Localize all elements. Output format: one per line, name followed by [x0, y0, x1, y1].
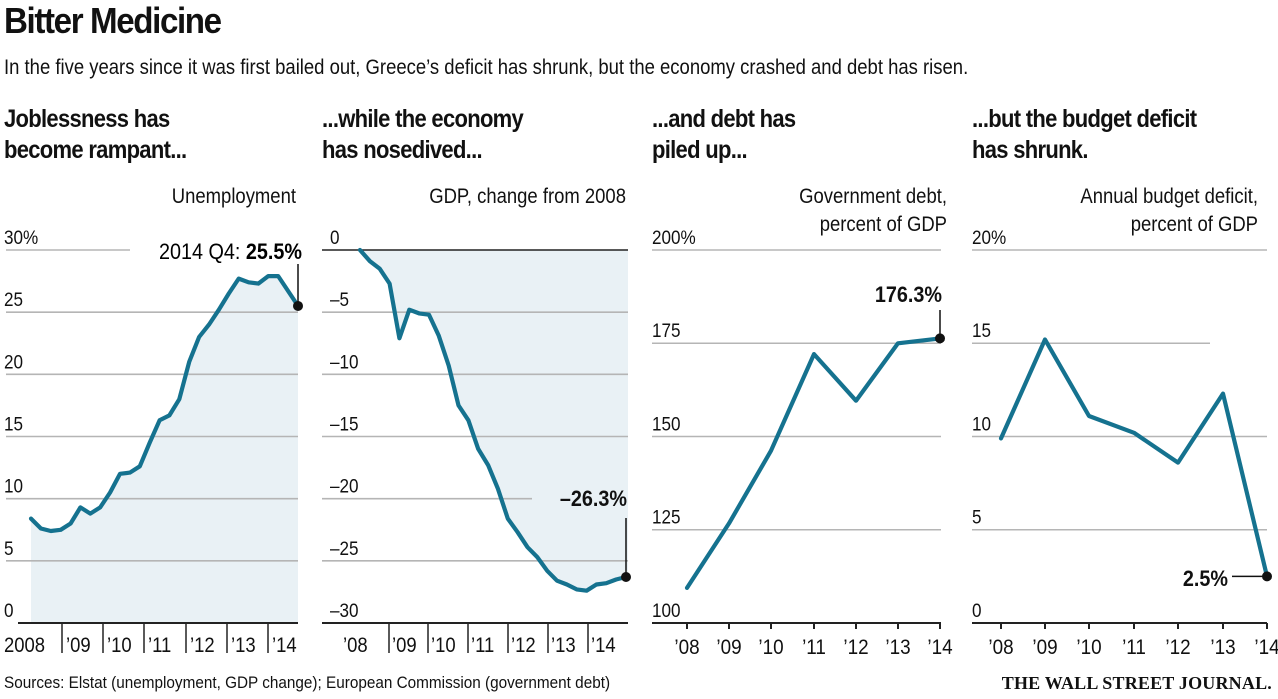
x-tick-label: ’13	[231, 634, 256, 657]
x-tick-label: ’14	[272, 634, 297, 657]
source-note: Sources: Elstat (unemployment, GDP chang…	[4, 673, 611, 692]
y-tick-label: 0	[330, 227, 340, 248]
data-line	[28, 274, 301, 534]
y-tick-label: 15	[4, 414, 23, 435]
y-tick-label: –15	[330, 414, 359, 435]
x-tick-label: ’10	[1076, 636, 1101, 659]
chart-panel-1	[322, 247, 631, 653]
y-tick-label: 20%	[972, 227, 1006, 248]
y-tick-label: 200%	[652, 227, 696, 248]
annotation-value: –26.3%	[560, 487, 627, 511]
x-tick-label: ’11	[148, 634, 171, 657]
x-tick-label: ’10	[758, 636, 783, 659]
panel-headline-deficit: ...but the budget deficit has shrunk.	[972, 104, 1197, 166]
panel-chart-title: Government debt,	[799, 185, 947, 208]
x-tick-label: ’10	[431, 634, 456, 657]
area-fill	[31, 276, 298, 623]
x-tick-label: 2008	[4, 634, 45, 657]
x-tick-label: ’11	[802, 636, 826, 659]
annotation-value: 2.5%	[1183, 567, 1228, 591]
x-tick-label: ’08	[988, 636, 1013, 659]
y-tick-label: –10	[330, 352, 359, 373]
x-tick-label: ’09	[66, 634, 91, 657]
headline-line: ...but the budget deficit	[972, 105, 1197, 133]
panel-chart-title: Annual budget deficit,	[1080, 185, 1258, 208]
y-tick-label: –30	[330, 600, 359, 621]
x-tick-label: ’09	[716, 636, 741, 659]
x-tick-label: ’09	[392, 634, 417, 657]
area-fill	[360, 250, 628, 591]
x-tick-label: ’12	[1165, 636, 1190, 659]
panel-chart-title: Unemployment	[172, 185, 297, 208]
y-tick-label: 10	[4, 476, 23, 497]
chart-subtitle: In the five years since it was first bai…	[4, 56, 969, 79]
panel-headline-unemployment: Joblessness has become rampant...	[4, 104, 187, 166]
y-tick-label: 10	[972, 414, 991, 435]
endpoint-dot	[1262, 571, 1272, 582]
chart-panel-3	[972, 249, 1272, 629]
x-tick-label: ’09	[1032, 636, 1057, 659]
panel-chart-subtitle: percent of GDP	[1131, 213, 1258, 236]
x-tick-label: ’12	[843, 636, 868, 659]
panel-chart-subtitle: percent of GDP	[820, 213, 947, 236]
y-tick-label: 125	[652, 507, 681, 528]
y-tick-label: 150	[652, 414, 681, 435]
y-tick-label: 30%	[4, 227, 38, 248]
x-tick-label: ’14	[1254, 636, 1278, 659]
y-tick-label: –25	[330, 538, 359, 559]
headline-line: Joblessness has	[4, 105, 170, 133]
annotation-value: 25.5%	[246, 240, 302, 264]
y-tick-label: 100	[652, 600, 681, 621]
headline-line: become rampant...	[4, 136, 187, 164]
x-tick-label: ’08	[343, 634, 368, 657]
panel-chart-title: GDP, change from 2008	[429, 185, 626, 208]
y-tick-label: 0	[972, 600, 982, 621]
x-tick-label: ’12	[190, 634, 215, 657]
x-tick-label: ’10	[107, 634, 132, 657]
y-tick-label: 15	[972, 320, 991, 341]
headline-line: has shrunk.	[972, 136, 1088, 164]
x-tick-label: ’12	[511, 634, 536, 657]
headline-line: ...while the economy	[322, 105, 524, 133]
y-tick-label: 175	[652, 320, 681, 341]
data-line	[998, 337, 1270, 579]
y-tick-label: 5	[4, 538, 14, 559]
y-tick-label: 25	[4, 289, 23, 310]
y-tick-label: 5	[972, 507, 982, 528]
x-tick-label: ’11	[1122, 636, 1146, 659]
y-tick-label: –5	[330, 289, 349, 310]
chart-title: Bitter Medicine	[4, 0, 222, 41]
panel-headline-gdp: ...while the economy has nosedived...	[322, 104, 524, 166]
chart-panel-2	[652, 249, 945, 629]
data-line	[684, 336, 943, 590]
x-tick-label: ’14	[591, 634, 616, 657]
panel-headline-debt: ...and debt has piled up...	[652, 104, 796, 166]
y-tick-label: 20	[4, 352, 23, 373]
data-line	[357, 247, 629, 593]
x-tick-label: ’13	[885, 636, 910, 659]
headline-line: ...and debt has	[652, 105, 796, 133]
headline-line: piled up...	[652, 136, 748, 164]
chart-panel-0: 2014 Q4: 25.5%	[6, 240, 303, 653]
annotation-prefix: 2014 Q4:	[159, 240, 246, 264]
y-tick-label: –20	[330, 476, 359, 497]
headline-line: has nosedived...	[322, 136, 483, 164]
x-tick-label: ’13	[551, 634, 576, 657]
x-tick-label: ’14	[927, 636, 952, 659]
x-tick-label: ’08	[674, 636, 699, 659]
x-tick-label: ’11	[471, 634, 494, 657]
y-tick-label: 0	[4, 600, 14, 621]
x-tick-label: ’13	[1210, 636, 1235, 659]
wsj-logo: THE WALL STREET JOURNAL.	[1001, 673, 1272, 693]
annotation-label: 2014 Q4: 25.5%	[159, 240, 302, 264]
annotation-value: 176.3%	[875, 283, 942, 307]
